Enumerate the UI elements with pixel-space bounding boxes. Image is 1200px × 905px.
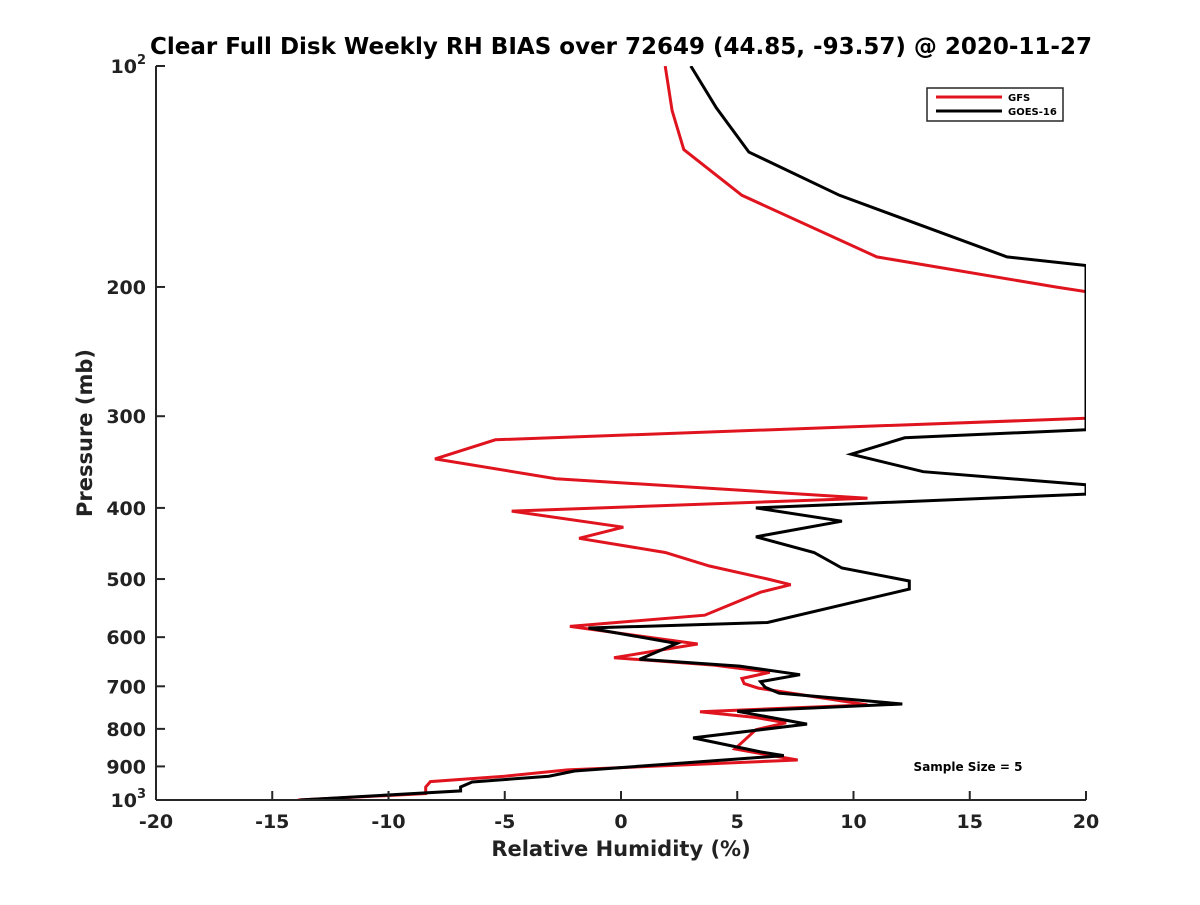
legend: GFS GOES-16 xyxy=(926,87,1064,122)
y-tick-label: 400 xyxy=(106,498,146,520)
x-tick-label: 10 xyxy=(840,811,866,833)
y-tick-label: 700 xyxy=(106,676,146,698)
chart-title: Clear Full Disk Weekly RH BIAS over 7264… xyxy=(150,34,1092,60)
x-tick-label: 5 xyxy=(731,811,744,833)
x-tick-label: -20 xyxy=(139,811,173,833)
y-tick-label: 900 xyxy=(106,756,146,778)
tick-labels: -20 -15 -10 -5 0 5 10 15 20 102 200 300 400 500 600 700… xyxy=(106,53,1099,833)
x-tick-label: -15 xyxy=(255,811,289,833)
plot-area xyxy=(297,66,1086,800)
sample-size-annotation: Sample Size = 5 xyxy=(914,760,1023,774)
legend-box xyxy=(926,87,1064,122)
y-tick-label: 103 xyxy=(111,787,147,812)
axes xyxy=(155,66,1086,801)
series-line-goes-16 xyxy=(300,66,1086,800)
series-line-gfs xyxy=(297,66,1086,800)
x-tick-label: 0 xyxy=(614,811,627,833)
y-tick-label: 102 xyxy=(111,53,147,78)
y-axis-label: Pressure (mb) xyxy=(73,349,97,517)
x-tick-label: -5 xyxy=(494,811,515,833)
y-tick-label: 300 xyxy=(106,406,146,428)
x-tick-label: 15 xyxy=(957,811,983,833)
x-axis-label: Relative Humidity (%) xyxy=(491,837,750,861)
x-tick-label: 20 xyxy=(1073,811,1099,833)
legend-label: GFS xyxy=(1008,93,1030,104)
y-tick-label: 200 xyxy=(106,277,146,299)
legend-label: GOES-16 xyxy=(1008,107,1057,118)
x-tick-label: -10 xyxy=(371,811,405,833)
y-tick-label: 500 xyxy=(106,569,146,591)
y-tick-label: 600 xyxy=(106,627,146,649)
y-tick-label: 800 xyxy=(106,719,146,741)
